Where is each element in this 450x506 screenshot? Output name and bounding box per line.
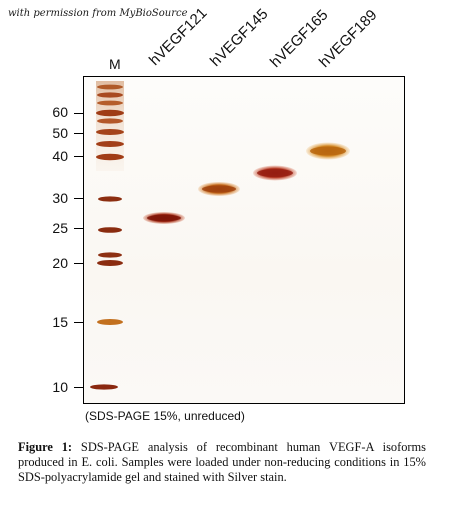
ladder-band — [97, 84, 123, 90]
band-hvegf145-core — [202, 185, 236, 193]
gel-image — [83, 76, 405, 404]
ladder-band — [98, 227, 122, 233]
band-hvegf165-core — [257, 169, 293, 177]
figure-caption-text: SDS-PAGE analysis of recombinant human V… — [18, 440, 426, 484]
ladder-band — [90, 384, 118, 390]
mw-tick — [74, 228, 84, 229]
mw-label-20: 20 — [52, 255, 68, 271]
mw-tick — [74, 263, 84, 264]
mw-label-10: 10 — [52, 379, 68, 395]
mw-tick — [74, 133, 84, 134]
ladder-band — [96, 141, 124, 147]
mw-label-60: 60 — [52, 104, 68, 120]
marker-ladder — [90, 84, 124, 390]
ladder-band — [96, 129, 124, 135]
ladder-band — [98, 252, 122, 258]
mw-tick — [74, 156, 84, 157]
ladder-band — [97, 92, 123, 98]
ladder-band — [96, 109, 124, 117]
ladder-band — [97, 100, 123, 106]
permission-watermark: with permission from MyBioSource — [8, 8, 188, 19]
marker-lane-label: M — [109, 56, 121, 72]
mw-tick — [74, 387, 84, 388]
ladder-band — [97, 319, 123, 325]
mw-label-15: 15 — [52, 314, 68, 330]
mw-tick — [74, 322, 84, 323]
ladder-band — [98, 196, 122, 202]
band-hvegf121-core — [147, 214, 181, 222]
gel-svg — [90, 81, 350, 390]
mw-tick — [74, 198, 84, 199]
sample-bands — [143, 142, 350, 224]
lane-label-hvegf145: hVEGF145 — [206, 5, 272, 70]
ladder-band — [96, 153, 124, 161]
figure-caption: Figure 1: SDS-PAGE analysis of recombina… — [18, 440, 426, 485]
figure-caption-label: Figure 1: — [18, 440, 73, 454]
mw-label-30: 30 — [52, 190, 68, 206]
mw-label-40: 40 — [52, 148, 68, 164]
gel-conditions-note: (SDS-PAGE 15%, unreduced) — [85, 409, 245, 423]
mw-label-50: 50 — [52, 125, 68, 141]
ladder-band — [97, 260, 123, 266]
ladder-band — [97, 118, 123, 124]
band-hvegf189-core — [310, 146, 346, 156]
mw-tick — [74, 113, 84, 114]
mw-label-25: 25 — [52, 220, 68, 236]
